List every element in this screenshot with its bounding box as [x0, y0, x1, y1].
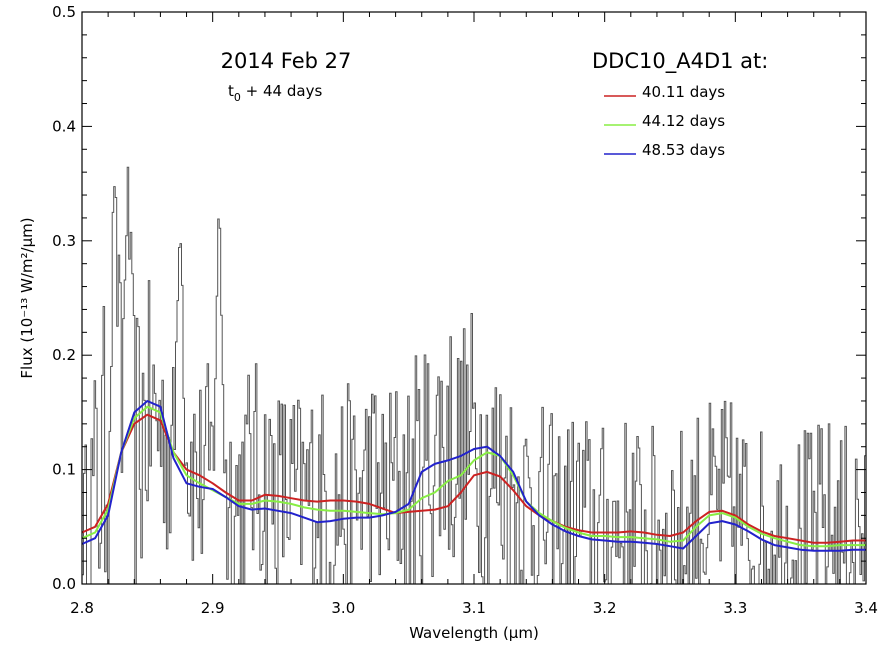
x-tick-label: 3.4	[854, 599, 878, 617]
series-line-2	[81, 405, 866, 548]
x-tick-label: 3.0	[331, 599, 355, 617]
x-tick-label: 2.8	[70, 599, 94, 617]
observed-spectrum-line	[82, 166, 866, 585]
legend: 40.11 days 44.12 days 48.53 days	[604, 83, 725, 159]
x-tick-label: 3.2	[593, 599, 617, 617]
legend-title: DDC10_A4D1 at:	[592, 49, 768, 74]
y-tick-label: 0.3	[52, 232, 76, 250]
x-tick-label: 3.1	[462, 599, 486, 617]
y-tick-label: 0.0	[52, 575, 76, 593]
x-axis-ticks: 2.8 2.9 3.0 3.1 3.2 3.3 3.4	[70, 12, 878, 617]
y-tick-label: 0.4	[52, 117, 76, 135]
y-tick-label: 0.1	[52, 461, 76, 479]
y-axis-label: Flux (10⁻¹³ W/m²/μm)	[18, 217, 36, 378]
y-tick-label: 0.5	[52, 3, 76, 21]
x-axis-label: Wavelength (μm)	[409, 624, 539, 642]
legend-entry-1: 40.11 days	[642, 83, 725, 101]
y-tick-label: 0.2	[52, 346, 76, 364]
series-line-1	[81, 413, 866, 544]
legend-entry-2: 44.12 days	[642, 112, 725, 130]
x-tick-label: 2.9	[201, 599, 225, 617]
chart-title: 2014 Feb 27	[221, 49, 352, 73]
subtitle-subscript: 0	[234, 91, 241, 104]
x-tick-label: 3.3	[723, 599, 747, 617]
series-line-3	[81, 400, 866, 552]
subtitle-main: t	[228, 82, 234, 100]
model-series	[81, 400, 866, 552]
subtitle-rest: + 44 days	[241, 82, 323, 100]
legend-entry-3: 48.53 days	[642, 141, 725, 159]
chart-subtitle: t0 + 44 days	[228, 82, 322, 104]
y-axis-ticks: 0.0 0.1 0.2 0.3 0.4 0.5	[52, 3, 866, 593]
observed-spectrum	[82, 166, 866, 585]
